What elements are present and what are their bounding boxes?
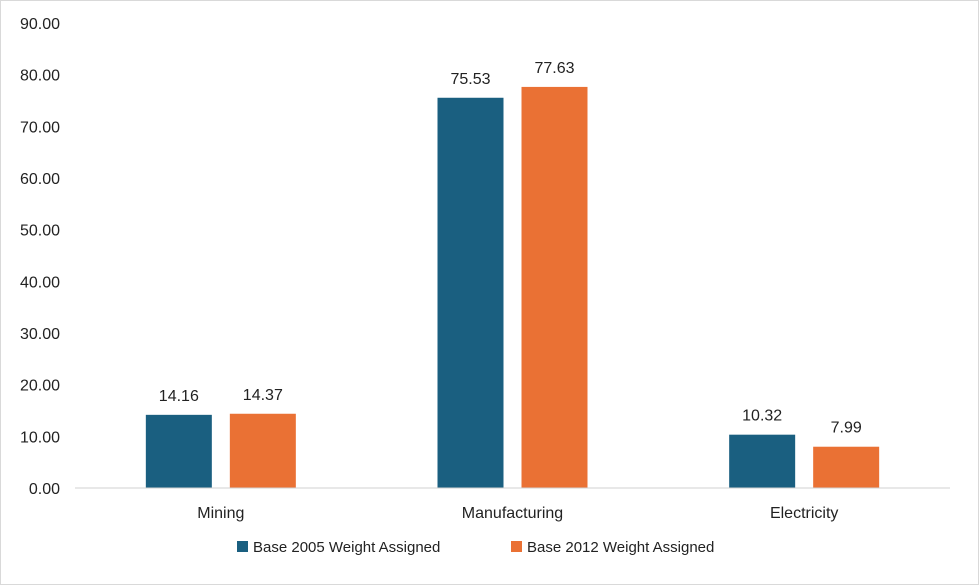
bar-manufacturing-series-2 — [521, 86, 588, 488]
legend: Base 2005 Weight Assigned Base 2012 Weigh… — [237, 539, 714, 556]
data-label: 75.53 — [450, 71, 490, 88]
y-tick-label: 50.00 — [20, 223, 60, 240]
y-tick-label: 10.00 — [20, 429, 60, 446]
data-label: 7.99 — [831, 420, 862, 437]
data-label: 77.63 — [534, 60, 574, 77]
legend-swatch — [511, 541, 522, 552]
x-category-label: Electricity — [770, 505, 838, 522]
data-label: 14.16 — [159, 388, 199, 405]
y-tick-label: 30.00 — [20, 326, 60, 343]
y-tick-label: 60.00 — [20, 171, 60, 188]
bars: 14.16 14.37 75.53 77.63 10.32 7.99 — [145, 60, 880, 489]
bar-electricity-series-2 — [813, 446, 880, 488]
legend-label: Base 2012 Weight Assigned — [527, 539, 714, 556]
y-axis: 0.00 10.00 20.00 30.00 40.00 50.00 60.00 70.00 8… — [20, 16, 60, 498]
data-label: 10.32 — [742, 408, 782, 425]
y-tick-label: 20.00 — [20, 378, 60, 395]
data-label: 14.37 — [243, 387, 283, 404]
y-tick-label: 80.00 — [20, 68, 60, 85]
bar-manufacturing-series-1 — [437, 97, 504, 489]
legend-label: Base 2005 Weight Assigned — [253, 539, 440, 556]
legend-swatch — [237, 541, 248, 552]
y-tick-label: 0.00 — [29, 481, 60, 498]
y-tick-label: 40.00 — [20, 274, 60, 291]
bar-electricity-series-1 — [729, 434, 796, 488]
y-tick-label: 90.00 — [20, 16, 60, 33]
y-tick-label: 70.00 — [20, 119, 60, 136]
bar-mining-series-2 — [229, 413, 296, 488]
x-category-label: Manufacturing — [462, 505, 563, 522]
x-axis: Mining Manufacturing Electricity — [197, 505, 838, 522]
x-category-label: Mining — [197, 505, 244, 522]
bar-mining-series-1 — [145, 414, 212, 488]
